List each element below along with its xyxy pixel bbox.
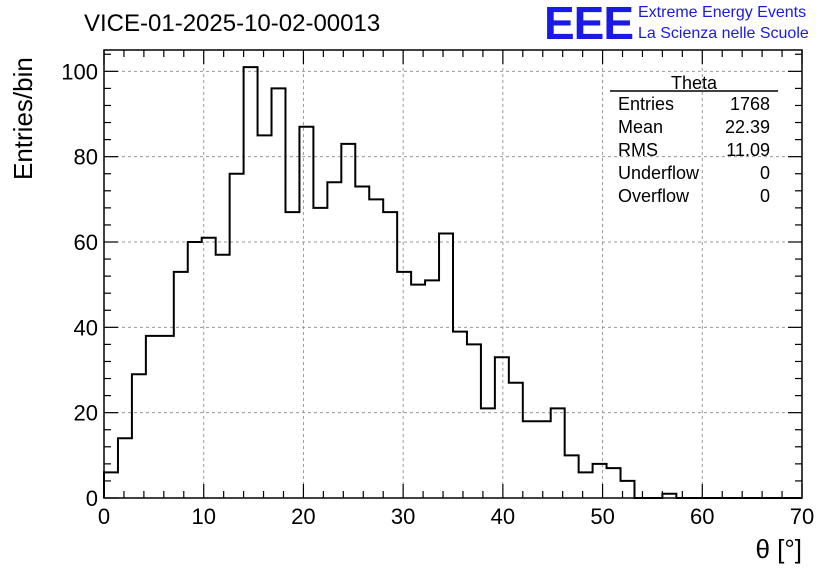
stats-label-entries: Entries xyxy=(618,94,674,114)
x-tick-label-60: 60 xyxy=(690,504,714,529)
y-tick-label-60: 60 xyxy=(74,230,98,255)
x-tick-label-50: 50 xyxy=(590,504,614,529)
y-tick-label-100: 100 xyxy=(61,59,98,84)
stats-value-underflow: 0 xyxy=(760,163,770,183)
x-tick-label-10: 10 xyxy=(191,504,215,529)
logo-line-2: La Scienza nelle Scuole xyxy=(638,25,809,42)
y-tick-label-0: 0 xyxy=(86,486,98,511)
x-tick-label-70: 70 xyxy=(790,504,814,529)
stats-label-underflow: Underflow xyxy=(618,163,700,183)
stats-label-rms: RMS xyxy=(618,140,658,160)
logo-line-1: Extreme Energy Events xyxy=(638,4,807,21)
y-axis-label: Entries/bin xyxy=(8,57,38,180)
x-tick-label-20: 20 xyxy=(291,504,315,529)
stats-value-overflow: 0 xyxy=(760,186,770,206)
stats-value-rms: 11.09 xyxy=(726,140,770,160)
stats-value-mean: 22.39 xyxy=(725,117,770,137)
x-tick-label-30: 30 xyxy=(391,504,415,529)
x-tick-label-0: 0 xyxy=(98,504,110,529)
y-tick-label-80: 80 xyxy=(74,145,98,170)
y-tick-label-20: 20 xyxy=(74,401,98,426)
stats-label-mean: Mean xyxy=(618,117,663,137)
stats-title: Theta xyxy=(671,73,718,93)
plot-frame xyxy=(103,49,803,499)
y-tick-label-40: 40 xyxy=(74,315,98,340)
eee-logo: EEE xyxy=(544,0,634,49)
stats-value-entries: 1768 xyxy=(730,94,770,114)
histogram-series xyxy=(103,66,802,499)
x-tick-label-40: 40 xyxy=(491,504,515,529)
chart-title: VICE-01-2025-10-02-00013 xyxy=(84,10,381,37)
stats-label-overflow: Overflow xyxy=(618,186,690,206)
x-axis-label: θ [°] xyxy=(755,534,802,564)
